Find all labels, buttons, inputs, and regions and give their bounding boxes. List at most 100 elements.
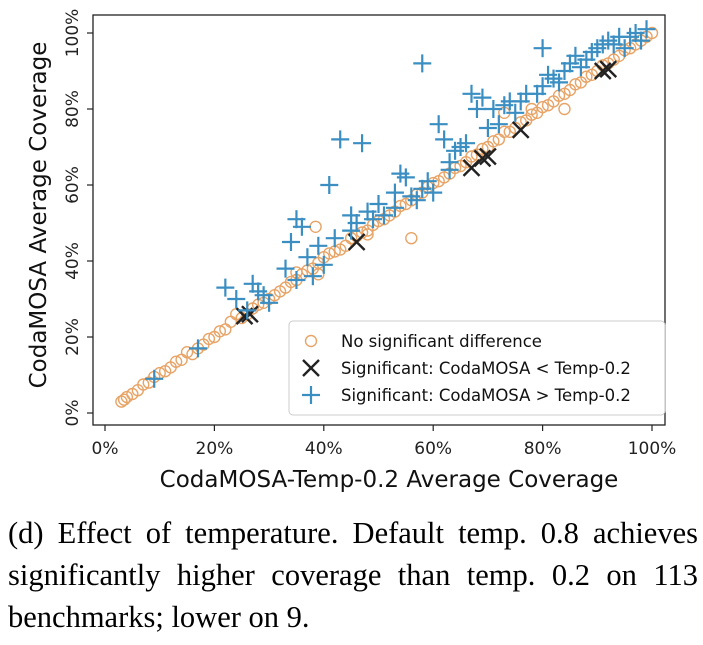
legend-marker-1	[302, 359, 320, 377]
y-tick-label: 20%	[63, 318, 83, 356]
data-point-s2-59	[566, 46, 585, 65]
data-point-s2-9	[276, 259, 295, 278]
data-point-s0-66	[465, 150, 478, 163]
data-point-s0-1	[117, 393, 131, 406]
chart-svg: 0% 20% 40% 60% 80% 100% 0% 20% 40% 60% 80% 100% Cod…	[26, 9, 676, 493]
data-point-s2-8	[260, 293, 279, 312]
data-point-s2-53	[533, 77, 552, 96]
data-point-s1-8	[599, 60, 618, 78]
data-point-s2-25	[369, 195, 388, 213]
data-point-s2-19	[325, 229, 344, 248]
plot-area	[115, 20, 659, 408]
y-axis-label: CodaMOSA Average Coverage	[26, 42, 52, 389]
data-point-s2-42	[467, 100, 486, 118]
data-point-s2-10	[281, 233, 300, 251]
data-point-s2-12	[292, 217, 311, 236]
data-point-s2-15	[303, 267, 322, 286]
x-axis-label: CodaMOSA-Temp-0.2 Average Coverage	[160, 467, 619, 493]
data-point-s2-29	[396, 168, 415, 187]
figure-caption: (d) Effect of temperature. Default temp.…	[8, 516, 698, 634]
y-tick-label: 100%	[63, 9, 83, 58]
data-point-s0-19	[213, 325, 227, 338]
data-point-s0-75	[514, 116, 527, 129]
y-tick-label: 0%	[63, 400, 83, 427]
data-point-s0-5	[137, 378, 150, 391]
scatter-chart: 0% 20% 40% 60% 80% 100% 0% 20% 40% 60% 80% 100% Cod…	[26, 9, 676, 493]
data-point-s2-18	[320, 176, 339, 194]
data-point-s2-23	[353, 134, 372, 153]
data-point-s2-3	[227, 290, 246, 308]
legend-marker-2	[302, 386, 320, 404]
data-point-s2-26	[374, 206, 393, 225]
y-tick-label: 80%	[63, 90, 83, 128]
data-point-s1-0	[241, 305, 259, 324]
data-point-s2-73	[533, 39, 552, 58]
data-point-s1-5	[511, 121, 530, 139]
data-point-s2-36	[435, 130, 454, 149]
data-point-s2-33	[418, 172, 437, 191]
data-point-s0-100	[405, 231, 418, 245]
x-tick-label: 20%	[196, 439, 234, 459]
data-point-s0-70	[487, 135, 500, 148]
data-point-s2-17	[314, 255, 333, 274]
data-point-s0-87	[580, 70, 593, 83]
data-point-s2-56	[550, 73, 569, 92]
data-point-s0-77	[525, 108, 538, 121]
y-tick-label: 40%	[63, 242, 83, 280]
data-point-s0-40	[323, 247, 336, 260]
data-point-s2-78	[364, 210, 383, 229]
x-tick-label: 0%	[92, 439, 119, 459]
data-point-s2-72	[637, 20, 656, 39]
data-point-s2-43	[473, 88, 492, 107]
data-point-s0-17	[202, 332, 216, 346]
data-point-s2-13	[298, 248, 317, 267]
data-point-s2-4	[238, 301, 257, 320]
data-point-s2-75	[440, 160, 459, 179]
axes: 0% 20% 40% 60% 80% 100% 0% 20% 40% 60% 80% 100%	[63, 9, 676, 459]
data-point-s2-2	[216, 278, 235, 297]
data-point-s1-7	[479, 147, 497, 166]
data-point-s2-14	[287, 271, 306, 289]
data-point-s2-46	[489, 115, 508, 134]
data-point-s2-34	[424, 183, 443, 202]
data-point-s2-40	[457, 134, 476, 153]
data-point-s2-45	[484, 100, 503, 118]
plot-frame	[92, 14, 666, 426]
data-point-s2-71	[632, 31, 651, 50]
x-tick-label: 60%	[414, 439, 452, 459]
data-point-s0-37	[309, 220, 322, 234]
data-point-s2-76	[385, 198, 404, 217]
data-point-s2-74	[413, 54, 432, 73]
data-point-s0-68	[476, 142, 489, 156]
legend-box	[288, 320, 666, 416]
data-point-s0-21	[224, 315, 238, 328]
data-point-s2-0	[145, 369, 164, 388]
x-tick-label: 40%	[305, 439, 343, 459]
x-tick-label: 80%	[524, 439, 562, 459]
legend-marker-0	[304, 334, 318, 348]
data-point-s0-13	[180, 346, 194, 359]
data-point-s0-101	[361, 228, 374, 241]
data-point-s0-105	[558, 102, 571, 116]
data-point-s2-49	[506, 103, 525, 122]
data-point-s2-68	[615, 39, 634, 58]
data-point-s2-35	[429, 115, 448, 134]
x-tick-label: 100%	[628, 439, 677, 459]
data-point-s0-85	[569, 78, 582, 91]
data-point-s1-6	[593, 62, 612, 80]
legend: No significant difference Significant: Co…	[288, 320, 666, 416]
data-point-s2-77	[342, 206, 361, 225]
data-point-s2-31	[407, 191, 426, 210]
legend-label-1: Significant: CodaMOSA < Temp-0.2	[341, 359, 631, 378]
data-point-s2-27	[385, 183, 404, 202]
data-point-s2-41	[462, 84, 481, 103]
data-point-s0-106	[525, 102, 538, 116]
data-point-s2-44	[478, 119, 497, 137]
y-tick-label: 60%	[63, 166, 83, 204]
data-point-s2-1	[188, 339, 207, 358]
data-point-s0-11	[169, 355, 183, 368]
data-point-s1-4	[473, 149, 492, 168]
data-point-s2-16	[309, 236, 328, 255]
legend-label-2: Significant: CodaMOSA > Temp-0.2	[341, 386, 631, 405]
data-point-s2-20	[331, 130, 350, 149]
